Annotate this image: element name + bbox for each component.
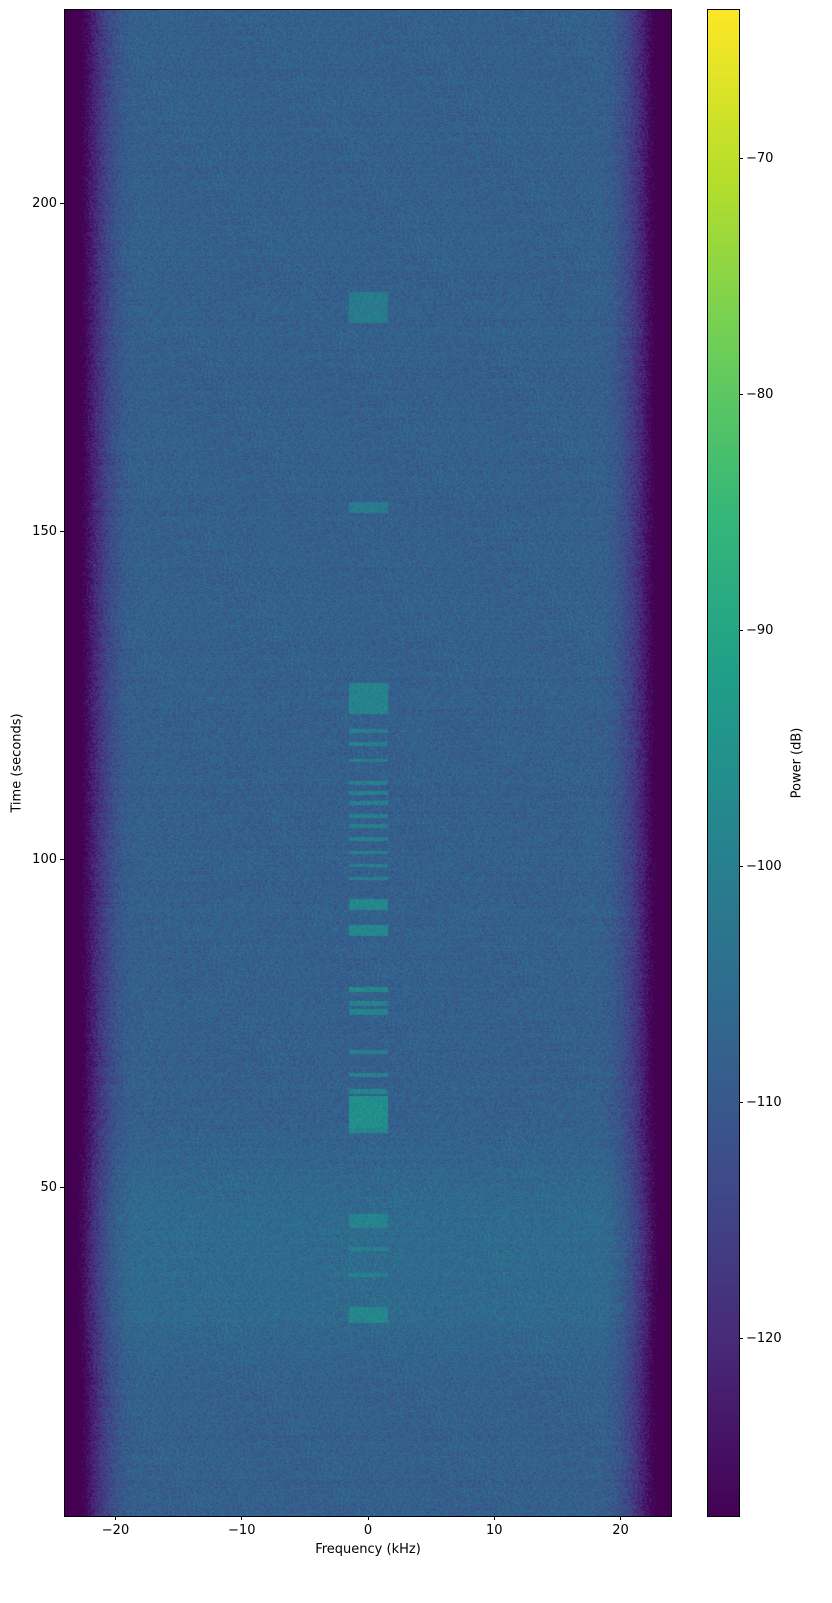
x-tick-label: −20 <box>101 1523 130 1538</box>
x-tick-label: 0 <box>363 1523 373 1538</box>
x-tick-mark <box>620 1516 621 1520</box>
x-tick-label: 20 <box>612 1523 629 1538</box>
x-tick-mark <box>367 1516 369 1520</box>
y-tick-label: 50 <box>40 1179 57 1195</box>
y-tick-label: 150 <box>32 523 57 539</box>
x-tick-mark <box>493 1516 495 1520</box>
colorbar <box>707 9 740 1517</box>
y-axis-label: Time (seconds) <box>9 713 25 813</box>
y-tick-label: 100 <box>32 851 57 867</box>
x-tick-label: 10 <box>485 1523 503 1538</box>
y-tick-label: 200 <box>32 195 57 211</box>
y-tick-mark <box>60 203 64 205</box>
colorbar-tick-label: −80 <box>746 386 774 402</box>
spectrogram-plot-area <box>64 9 672 1517</box>
colorbar-tick-label: −100 <box>746 858 782 874</box>
colorbar-tick-mark <box>739 158 743 160</box>
colorbar-tick-label: −70 <box>746 150 774 166</box>
y-tick-mark <box>60 531 64 533</box>
colorbar-tick-mark <box>739 1338 743 1340</box>
colorbar-tick-label: −90 <box>746 622 774 638</box>
colorbar-tick-mark <box>739 394 743 396</box>
y-tick-mark <box>60 859 64 861</box>
colorbar-tick-mark <box>739 630 743 632</box>
spectrogram-image <box>65 10 671 1516</box>
y-tick-mark <box>60 1187 64 1189</box>
colorbar-tick-mark <box>739 1102 743 1104</box>
x-tick-mark <box>241 1516 243 1520</box>
colorbar-tick-label: −120 <box>746 1330 782 1346</box>
colorbar-tick-label: −110 <box>746 1094 782 1110</box>
x-tick-label: −10 <box>228 1523 256 1538</box>
x-tick-mark <box>115 1516 116 1520</box>
colorbar-tick-mark <box>739 866 743 868</box>
colorbar-label: Power (dB) <box>789 727 805 799</box>
colorbar-gradient <box>708 10 739 1516</box>
x-axis-label: Frequency (kHz) <box>315 1542 421 1557</box>
